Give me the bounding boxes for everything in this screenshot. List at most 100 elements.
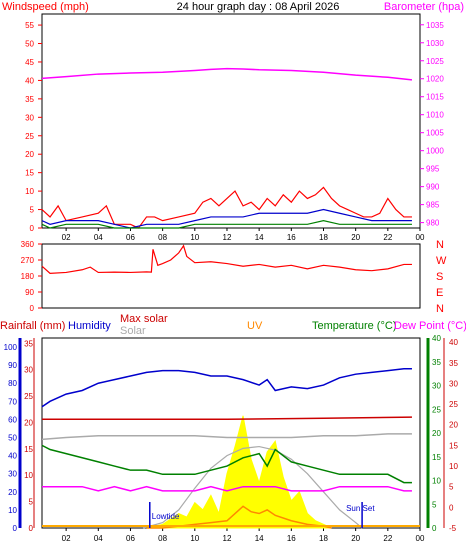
rain-tick-label: 35: [24, 339, 33, 348]
graph-title: 24 hour graph day : 08 April 2026: [177, 1, 340, 13]
compass-label: N: [436, 239, 444, 251]
temperature-tick-label: 0: [449, 503, 454, 512]
wind-x-tick-label: 06: [126, 233, 135, 242]
rain-tick-label: 10: [24, 471, 33, 480]
wind-tick-label: 15: [25, 169, 34, 178]
windspeed-axis-title: Windspeed (mph): [2, 1, 89, 13]
uv-tick-label: 25: [432, 405, 441, 414]
climate-x-tick-label: 02: [62, 534, 71, 543]
wind-x-tick-label: 22: [383, 233, 392, 242]
direction-tick-label: 90: [25, 288, 34, 297]
wind-tick-label: 20: [25, 150, 34, 159]
legend-uv: UV: [247, 320, 263, 332]
humidity-tick-label: 30: [8, 470, 17, 479]
wind-x-tick-label: 08: [158, 233, 167, 242]
wind-x-tick-label: 16: [287, 233, 296, 242]
humidity-tick-label: 50: [8, 434, 17, 443]
climate-x-tick-label: 06: [126, 534, 135, 543]
legend-solar: Solar: [120, 325, 146, 337]
temperature-line: [41, 444, 412, 484]
solar-line: [41, 433, 412, 441]
dew-point-line: [42, 485, 412, 492]
direction-tick-label: 180: [21, 272, 35, 281]
temperature-tick-label: 20: [449, 421, 458, 430]
max-solar-curve: [143, 445, 363, 529]
legend-dew-point: Dew Point (°C): [394, 320, 466, 332]
rain-tick-label: 0: [29, 524, 34, 533]
wind-x-tick-label: 10: [190, 233, 199, 242]
legend-humidity: Humidity: [68, 320, 111, 332]
uv-tick-label: 5: [432, 500, 437, 509]
barometer-tick-label: 990: [426, 183, 440, 192]
barometer-tick-label: 1020: [426, 75, 444, 84]
barometer-tick-label: 1030: [426, 39, 444, 48]
climate-x-tick-label: 18: [319, 534, 328, 543]
direction-tick-label: 270: [21, 256, 35, 265]
wind-low-line: [41, 220, 412, 229]
rain-tick-label: 20: [24, 418, 33, 427]
legend-temperature: Temperature (°C): [312, 320, 396, 332]
uv-tick-label: 35: [432, 358, 441, 367]
direction-plot-frame: [41, 243, 421, 309]
wind-tick-label: 45: [25, 58, 34, 67]
humidity-tick-label: 0: [13, 524, 18, 533]
rain-tick-label: 25: [24, 392, 33, 401]
climate-x-tick-label: 22: [383, 534, 392, 543]
climate-x-tick-label: 20: [351, 534, 360, 543]
temperature-tick-label: 15: [449, 441, 458, 450]
wind-tick-label: 55: [25, 21, 34, 30]
barometer-tick-label: 995: [426, 165, 440, 174]
temperature-tick-label: 10: [449, 462, 458, 471]
climate-x-tick-label: 10: [190, 534, 199, 543]
temperature-tick-label: 40: [449, 338, 458, 347]
uv-tick-label: 30: [432, 382, 441, 391]
wind-x-tick-label: 12: [223, 233, 232, 242]
rain-tick-label: 5: [29, 498, 34, 507]
uv-tick-label: 40: [432, 334, 441, 343]
wind-tick-label: 10: [25, 187, 34, 196]
wind-x-tick-label: 14: [255, 233, 264, 242]
uv-tick-label: 0: [432, 524, 437, 533]
temperature-tick-label: 5: [449, 483, 454, 492]
wind-tick-label: 0: [30, 224, 35, 233]
wind-x-tick-label: 20: [351, 233, 360, 242]
rain-tick-label: 30: [24, 366, 33, 375]
wind-x-tick-label: 04: [94, 233, 103, 242]
barometer-tick-label: 980: [426, 219, 440, 228]
humidity-line: [41, 368, 412, 408]
compass-label: W: [436, 255, 447, 267]
wind-tick-label: 50: [25, 40, 34, 49]
climate-x-tick-label: 04: [94, 534, 103, 543]
wind-direction-line: [41, 244, 412, 274]
barometer-tick-label: 1000: [426, 147, 444, 156]
wind-tick-label: 40: [25, 76, 34, 85]
humidity-tick-label: 80: [8, 379, 17, 388]
legend-max-solar: Max solar: [120, 313, 168, 325]
barometer-tick-label: 985: [426, 201, 440, 210]
wind-tick-label: 5: [30, 206, 35, 215]
wind-tick-label: 35: [25, 95, 34, 104]
temperature-tick-label: 30: [449, 379, 458, 388]
direction-tick-label: 0: [30, 304, 35, 313]
rainfall-line: [42, 416, 412, 421]
wind-x-tick-label: 18: [319, 233, 328, 242]
humidity-tick-label: 10: [8, 506, 17, 515]
barometer-tick-label: 1015: [426, 93, 444, 102]
solar-radiation-area: [146, 415, 332, 529]
compass-label: N: [436, 303, 444, 315]
barometer-tick-label: 1005: [426, 129, 444, 138]
uv-tick-label: 20: [432, 429, 441, 438]
wind-average-line: [41, 208, 412, 229]
climate-x-tick-label: 16: [287, 534, 296, 543]
barometer-tick-label: 1025: [426, 57, 444, 66]
lowtide-label: Lowtide: [152, 512, 180, 521]
uv-tick-label: 10: [432, 477, 441, 486]
wind-x-tick-label: 02: [62, 233, 71, 242]
barometer-tick-label: 1035: [426, 21, 444, 30]
temperature-tick-label: -5: [449, 524, 457, 533]
climate-x-tick-label: 14: [255, 534, 264, 543]
humidity-tick-label: 40: [8, 452, 17, 461]
climate-x-tick-label: 08: [158, 534, 167, 543]
